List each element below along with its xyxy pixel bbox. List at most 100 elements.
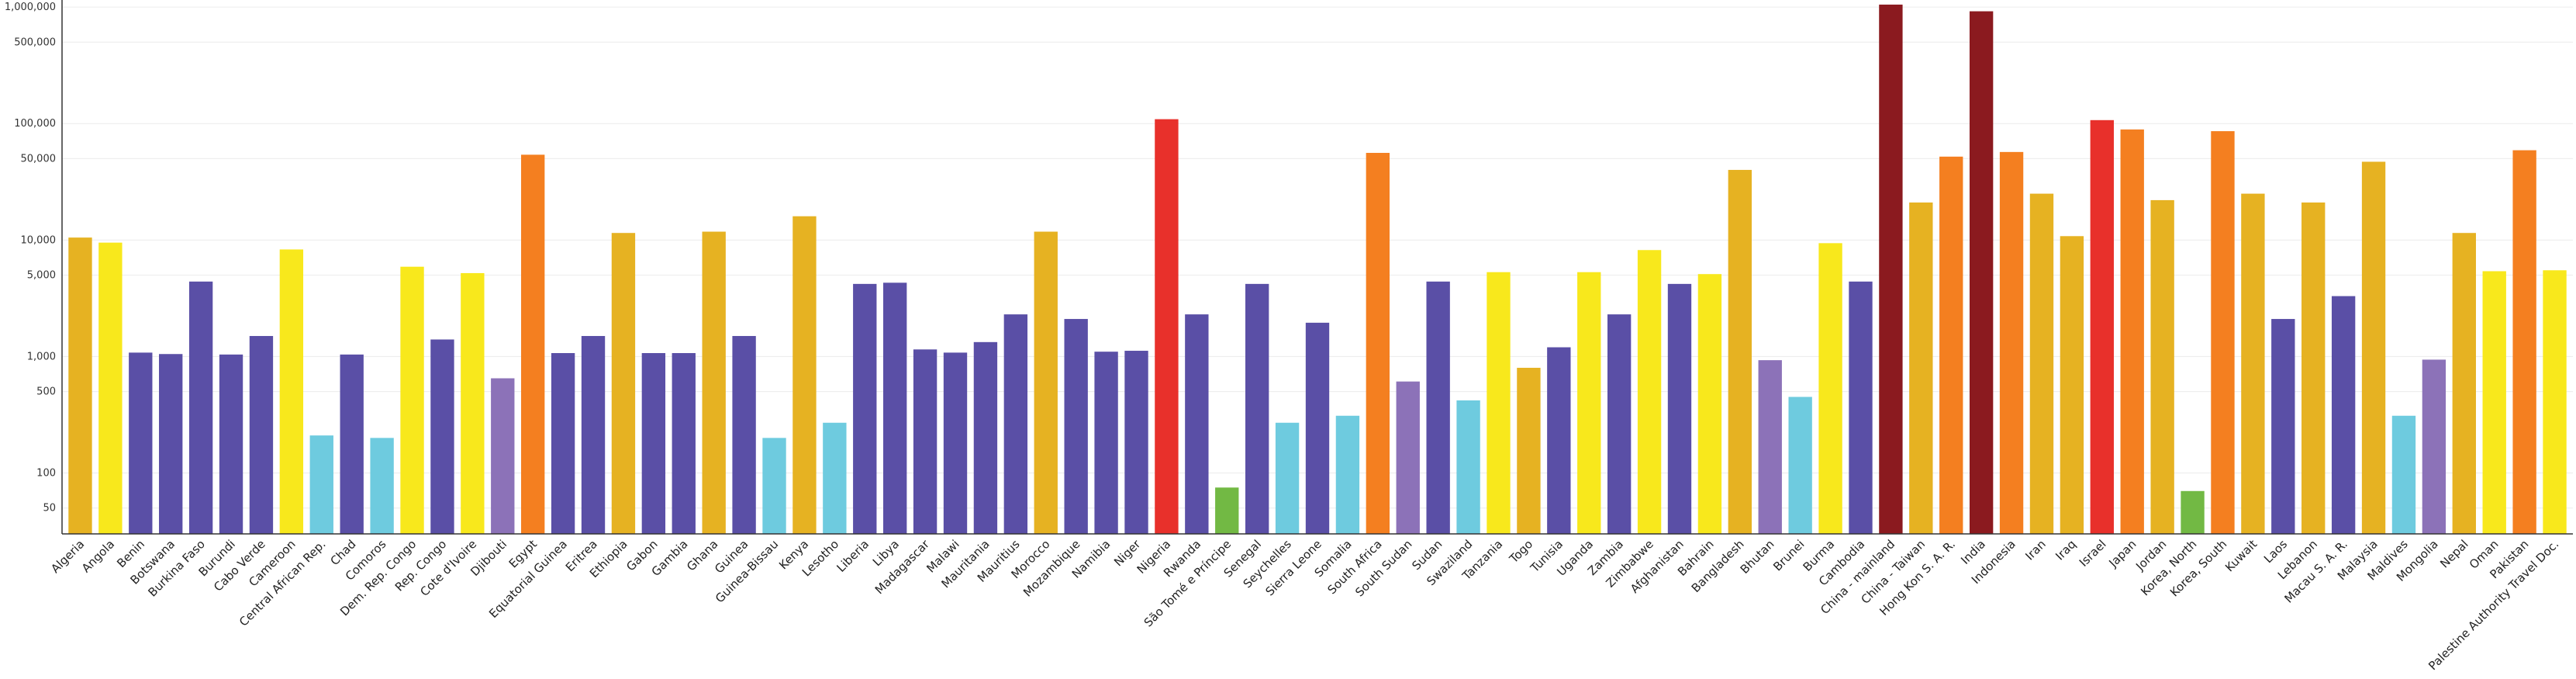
y-tick-label: 500,000 — [14, 36, 56, 48]
bar[interactable]: Swaziland: 420 — [1456, 400, 1480, 534]
bar[interactable]: Niger: 1,120 — [1124, 351, 1148, 534]
bar[interactable]: Ghana: 11,800 — [702, 231, 726, 534]
x-tick-label: Nepal — [2437, 537, 2471, 570]
bar[interactable]: Maldives: 310 — [2391, 415, 2416, 534]
bar[interactable]: Mauritania: 1,330 — [973, 341, 998, 534]
bar[interactable]: Bhutan: 930 — [1758, 360, 1782, 534]
x-tick-label: Algeria — [48, 537, 87, 576]
axes — [61, 0, 2573, 535]
bar[interactable]: Korea, North: 70 — [2181, 490, 2205, 534]
bar[interactable]: Brunei: 450 — [1788, 397, 1812, 534]
bar[interactable]: Gambia: 1,070 — [672, 353, 696, 534]
bar[interactable]: Central African Rep.: 210 — [309, 435, 333, 534]
bars: Algeria: 10,500Angola: 9,500Benin: 1,080… — [68, 4, 2567, 535]
bar[interactable]: Botswana: 1,050 — [159, 354, 183, 534]
x-tick-label: Kuwait — [2222, 537, 2260, 574]
bar[interactable]: Cote d'Ivoire: 5,200 — [461, 272, 485, 534]
bar[interactable]: Sudan: 4,400 — [1426, 281, 1450, 534]
bar[interactable]: Morocco: 11,800 — [1034, 231, 1058, 534]
y-tick-labels: 50 100 500 1,000 5,000 10,000 50,000 100,000 500… — [5, 2, 56, 514]
bar[interactable]: Bangladesh: 40,000 — [1728, 169, 1752, 534]
bar[interactable]: Malawi: 1,080 — [943, 352, 968, 534]
y-tick-label: 1,000,000 — [5, 2, 56, 13]
bar[interactable]: Equatorial Guinea: 1,070 — [551, 353, 575, 534]
bar[interactable]: Cameroon: 8,300 — [279, 249, 304, 534]
bar[interactable]: São Tomé e Príncipe: 75 — [1215, 487, 1239, 534]
bar[interactable]: Korea, South: 86,000 — [2211, 131, 2235, 534]
bar[interactable]: Burma: 9,400 — [1818, 243, 1842, 534]
bar[interactable]: Mongolia: 940 — [2422, 359, 2447, 534]
bar[interactable]: Angola: 9,500 — [98, 242, 123, 534]
bar[interactable]: Seychelles: 270 — [1275, 422, 1300, 534]
bar[interactable]: Liberia: 4,200 — [853, 283, 877, 534]
bar[interactable]: Rwanda: 2,300 — [1185, 314, 1209, 534]
bar[interactable]: Pakistan: 59,000 — [2512, 150, 2536, 535]
bar[interactable]: Djibouti: 650 — [491, 378, 515, 534]
bar[interactable]: China - mainland: 1,050,000 — [1879, 4, 1903, 534]
bar[interactable]: Togo: 800 — [1517, 367, 1541, 534]
bar[interactable]: Senegal: 4,200 — [1245, 283, 1269, 534]
bar[interactable]: China - Taiwan: 21,000 — [1909, 202, 1933, 534]
bar[interactable]: Japan: 89,000 — [2120, 129, 2144, 535]
bar[interactable]: Malaysia: 47,000 — [2361, 161, 2386, 534]
bar[interactable]: Burundi: 1,040 — [219, 354, 243, 534]
bar[interactable]: Kenya: 16,000 — [792, 216, 817, 534]
bar[interactable]: South Africa: 56,000 — [1366, 153, 1390, 534]
bar[interactable]: Comoros: 200 — [370, 438, 394, 534]
bar[interactable]: Eritrea: 1,500 — [581, 335, 606, 534]
bar[interactable]: Ethiopia: 11,500 — [611, 233, 636, 534]
bar[interactable]: Jordan: 22,000 — [2150, 199, 2174, 534]
x-tick-label: Angola — [79, 537, 117, 575]
bar[interactable]: Palestine Authority Travel Doc.: 5,500 — [2543, 270, 2567, 534]
bar[interactable]: Laos: 2,100 — [2271, 319, 2295, 534]
bar[interactable]: Zimbabwe: 8,200 — [1637, 250, 1662, 534]
bar[interactable]: Cabo Verde: 1,500 — [249, 335, 274, 534]
bar[interactable]: Israel: 107,000 — [2090, 120, 2114, 535]
bar[interactable]: Iraq: 10,800 — [2060, 236, 2084, 534]
bar[interactable]: Nigeria: 109,000 — [1155, 119, 1179, 534]
y-tick-label: 100,000 — [14, 118, 56, 130]
bar[interactable]: Somalia: 310 — [1335, 415, 1360, 534]
bar[interactable]: Kuwait: 25,000 — [2241, 193, 2265, 534]
bar[interactable]: South Sudan: 610 — [1396, 381, 1420, 534]
x-tick-label: Iran — [2022, 537, 2048, 563]
bar[interactable]: Uganda: 5,300 — [1577, 272, 1601, 534]
bar[interactable]: Tunisia: 1,200 — [1547, 347, 1571, 534]
y-tick-label: 100 — [36, 468, 56, 480]
bar[interactable]: Burkina Faso: 4,400 — [188, 281, 213, 534]
bar[interactable]: Macau S. A. R.: 3,300 — [2331, 296, 2356, 534]
bar[interactable]: Algeria: 10,500 — [68, 237, 92, 534]
bar[interactable]: Cambodia: 4,400 — [1849, 281, 1873, 534]
bar[interactable]: Benin: 1,080 — [129, 352, 153, 534]
bar[interactable]: Madagascar: 1,150 — [913, 349, 938, 534]
x-tick-label: Japan — [2106, 537, 2139, 570]
bar[interactable]: Guinea-Bissau: 200 — [762, 438, 786, 534]
bar[interactable]: Lesotho: 270 — [823, 422, 847, 534]
bar[interactable]: Zambia: 2,300 — [1607, 314, 1632, 534]
x-tick-label: Israel — [2077, 537, 2109, 570]
bar[interactable]: Egypt: 54,000 — [521, 154, 545, 534]
bar[interactable]: Chad: 1,040 — [340, 354, 364, 534]
bar[interactable]: Afghanistan: 4,200 — [1667, 283, 1692, 534]
y-tick-label: 5,000 — [27, 269, 56, 281]
bar[interactable]: Rep. Congo: 1,400 — [430, 339, 454, 534]
bar[interactable]: Tanzania: 5,300 — [1487, 272, 1511, 534]
bar[interactable]: Libya: 4,300 — [883, 282, 907, 534]
bar[interactable]: Mauritius: 2,300 — [1003, 314, 1028, 534]
bar[interactable]: India: 920,000 — [1969, 11, 1994, 534]
bar[interactable]: Gabon: 1,070 — [641, 353, 666, 534]
bar[interactable]: Dem. Rep. Congo: 5,900 — [400, 266, 424, 534]
bar[interactable]: Namibia: 1,100 — [1094, 352, 1118, 534]
bar[interactable]: Iran: 25,000 — [2029, 193, 2054, 534]
bar[interactable]: Hong Kon S. A. R.: 52,000 — [1939, 156, 1963, 534]
bar[interactable]: Oman: 5,400 — [2482, 271, 2506, 534]
bar[interactable]: Mozambique: 2,100 — [1064, 319, 1088, 534]
bar[interactable]: Sierra Leone: 1,950 — [1305, 322, 1330, 534]
bar[interactable]: Nepal: 11,500 — [2452, 233, 2476, 534]
bar[interactable]: Lebanon: 21,000 — [2301, 202, 2326, 534]
bar[interactable]: Guinea: 1,500 — [732, 335, 756, 534]
bar[interactable]: Indonesia: 57,000 — [1999, 151, 2024, 534]
bar[interactable]: Bahrain: 5,100 — [1697, 274, 1722, 534]
